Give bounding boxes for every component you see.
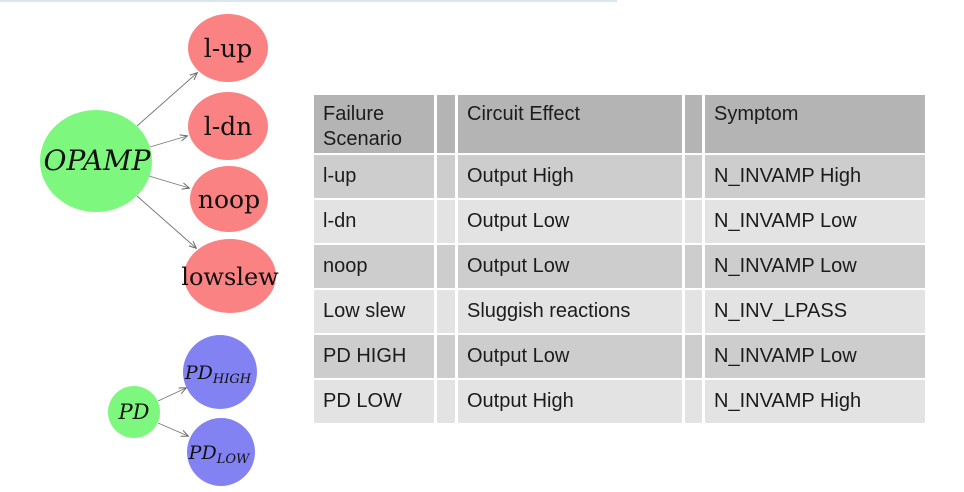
header-failure-scenario: Failure Scenario [314, 95, 434, 153]
cell-effect: Output Low [458, 335, 682, 378]
cell-symptom: N_INVAMP High [705, 380, 925, 423]
cell-symptom: N_INVAMP Low [705, 245, 925, 288]
cell-spacer [685, 335, 702, 378]
node-lowslew-shape [184, 239, 276, 313]
cell-scenario: noop [314, 245, 434, 288]
node-pd-shape [108, 386, 160, 438]
node-lup-shape [188, 14, 268, 82]
node-opamp: OPAMP [40, 110, 152, 212]
node-noop-shape [190, 166, 268, 232]
cell-spacer [437, 155, 455, 198]
cell-spacer [437, 290, 455, 333]
opamp-arrows [136, 73, 197, 248]
node-ldn-label: l-dn [204, 112, 253, 141]
node-lowslew-label: lowslew [181, 263, 279, 291]
node-noop: noop [190, 166, 268, 232]
cell-effect: Sluggish reactions [458, 290, 682, 333]
cell-spacer [437, 335, 455, 378]
node-ldn: l-dn [188, 92, 268, 160]
node-opamp-label: OPAMP [44, 144, 152, 177]
header-symptom: Symptom [705, 95, 925, 153]
node-ldn-shape [188, 92, 268, 160]
node-pdlow-label: PDLOW [188, 442, 251, 467]
node-lowslew: lowslew [181, 239, 279, 313]
failure-table: Failure Scenario Circuit Effect Symptom … [314, 95, 925, 423]
node-pdhigh-label: PDHIGH [184, 362, 252, 387]
cell-spacer [437, 245, 455, 288]
header-spacer-2 [685, 95, 702, 153]
cell-scenario: l-dn [314, 200, 434, 243]
node-pdlow-label-base: PD [188, 442, 217, 464]
node-lup: l-up [188, 14, 268, 82]
arrow-opamp-to-ldn [149, 136, 187, 148]
cell-symptom: N_INV_LPASS [705, 290, 925, 333]
cell-spacer [685, 200, 702, 243]
arrow-pd-to-pdlow [157, 422, 188, 436]
top-accent-line [0, 0, 617, 2]
cell-symptom: N_INVAMP High [705, 155, 925, 198]
node-pdhigh: PDHIGH [183, 335, 257, 409]
arrow-pd-to-pdhigh [157, 388, 186, 402]
cell-effect: Output Low [458, 200, 682, 243]
fault-tree-diagram: OPAMP l-up l-dn noop lowslew PD PDHIGH [40, 14, 279, 486]
cell-spacer [685, 245, 702, 288]
cell-spacer [685, 155, 702, 198]
cell-effect: Output High [458, 155, 682, 198]
pd-arrows [157, 388, 188, 436]
node-pdhigh-label-sub: HIGH [212, 372, 252, 387]
cell-spacer [437, 380, 455, 423]
node-pdhigh-shape [183, 335, 257, 409]
node-pd-label: PD [118, 400, 150, 424]
cell-spacer [685, 290, 702, 333]
cell-spacer [437, 200, 455, 243]
cell-scenario: l-up [314, 155, 434, 198]
node-opamp-shape [40, 110, 152, 212]
node-pd: PD [108, 386, 160, 438]
arrow-opamp-to-lowslew [136, 195, 196, 248]
header-circuit-effect: Circuit Effect [458, 95, 682, 153]
cell-scenario: PD LOW [314, 380, 434, 423]
header-spacer-1 [437, 95, 455, 153]
cell-spacer [685, 380, 702, 423]
node-noop-label: noop [198, 185, 260, 214]
cell-symptom: N_INVAMP Low [705, 200, 925, 243]
node-pdhigh-label-base: PD [184, 362, 213, 384]
cell-symptom: N_INVAMP Low [705, 335, 925, 378]
arrow-opamp-to-noop [148, 175, 189, 188]
cell-scenario: PD HIGH [314, 335, 434, 378]
cell-scenario: Low slew [314, 290, 434, 333]
cell-effect: Output High [458, 380, 682, 423]
node-lup-label: l-up [204, 34, 253, 63]
node-pdlow-shape [187, 418, 255, 486]
node-pdlow-label-sub: LOW [216, 452, 251, 467]
node-pdlow: PDLOW [187, 418, 255, 486]
arrow-opamp-to-lup [136, 73, 197, 127]
cell-effect: Output Low [458, 245, 682, 288]
